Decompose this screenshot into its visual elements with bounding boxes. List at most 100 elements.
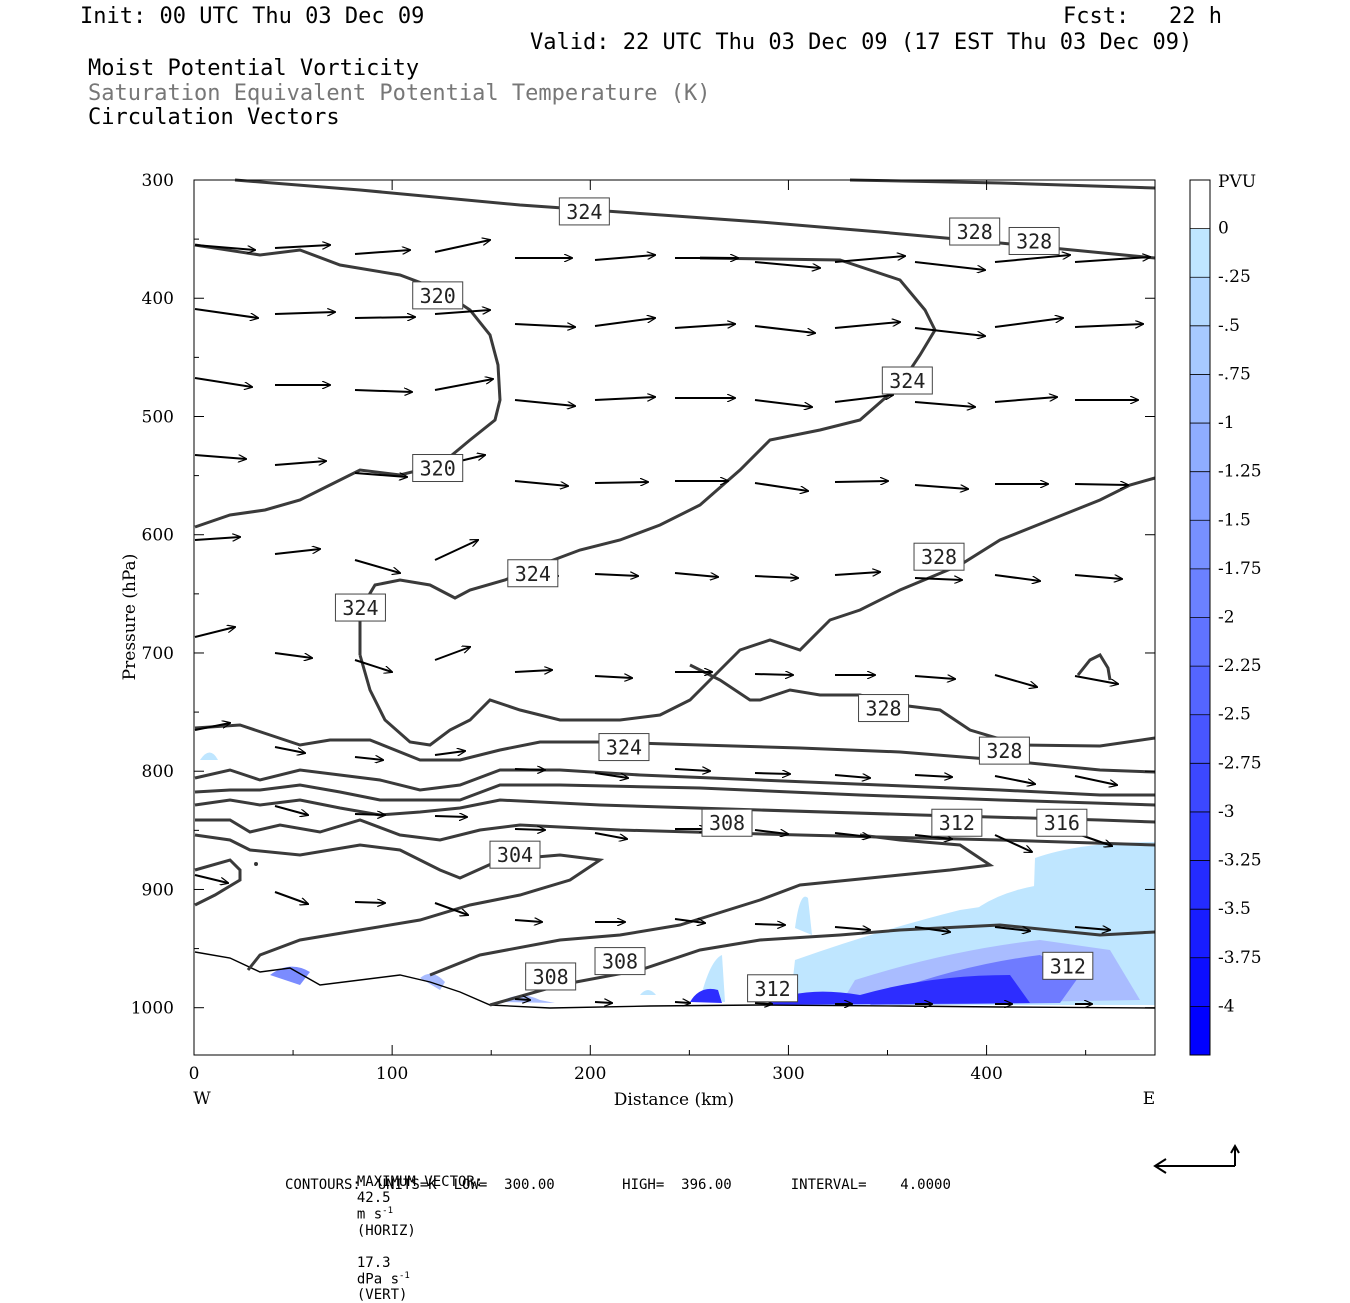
colorbar-label: -2 (1218, 608, 1235, 628)
contour-label-text: 328 (921, 545, 957, 569)
colorbar-band (1190, 909, 1210, 959)
colorbar-band (1190, 1006, 1210, 1056)
colorbar-band (1190, 763, 1210, 813)
vert-unit: dPa s (356, 1271, 400, 1288)
colorbar-band (1190, 714, 1210, 764)
colorbar-label: -.75 (1218, 364, 1251, 384)
y-tick-label: 900 (142, 880, 174, 900)
vert-exp: -1 (399, 1270, 410, 1281)
x-tick-label: 0 (189, 1064, 200, 1084)
colorbar-label: -2.25 (1218, 656, 1262, 676)
y-axis-label: Pressure (hPa) (120, 554, 140, 681)
y-tick-label: 500 (142, 407, 174, 427)
contours-info: CONTOURS: UNITS=K LOW= 300.00 HIGH= 396.… (285, 1177, 951, 1193)
colorbar-label: -1 (1218, 413, 1235, 433)
contour-label: 324 (598, 733, 650, 762)
contour-label: 328 (978, 736, 1030, 765)
x-tick-label: 400 (970, 1064, 1002, 1084)
contour-label: 324 (881, 366, 933, 395)
reference-vector-icon (1153, 1143, 1240, 1174)
colorbar-label: -3.25 (1218, 851, 1262, 871)
colorbar-band (1190, 811, 1210, 862)
contour-label: 304 (489, 840, 541, 869)
colorbar-band (1190, 471, 1210, 521)
contour-label: 328 (913, 542, 965, 571)
x-tick-label: 200 (574, 1064, 606, 1084)
contour-label: 308 (701, 808, 753, 837)
colorbar-label: -3.5 (1218, 899, 1251, 919)
contour-label: 328 (949, 217, 1001, 246)
x-axis-left-end-label: W (193, 1089, 211, 1109)
colorbar-label: -.5 (1218, 316, 1240, 336)
colorbar-label: -1.5 (1218, 510, 1251, 530)
contour-label: 324 (334, 593, 386, 622)
contour-label: 320 (412, 454, 464, 483)
contour-labels: 324 328 328 320 324 320 324 328 324 328 324 328 308 3… (334, 197, 1094, 1003)
forecast-hour: Fcst: 22 h (1063, 4, 1222, 29)
contour-label-text: 324 (566, 200, 602, 224)
colorbar-label: -2.75 (1218, 753, 1262, 773)
colorbar-label: -3.75 (1218, 948, 1262, 968)
colorbar-band (1190, 228, 1210, 278)
colorbar-band (1190, 617, 1210, 667)
y-tick-label: 400 (142, 289, 174, 309)
circulation-vectors (194, 240, 1150, 1004)
horiz-exp: -1 (382, 1206, 393, 1216)
plot-frame (193, 179, 1156, 1056)
contour-label-text: 308 (709, 811, 745, 835)
y-tick-label: 800 (142, 762, 174, 782)
contour-label: 308 (594, 947, 646, 976)
contour-label: 316 (1036, 808, 1088, 837)
colorbar-label: -.25 (1218, 267, 1251, 287)
contour-label-text: 324 (889, 369, 925, 393)
contour-label: 312 (747, 974, 799, 1003)
contour-label: 328 (1008, 226, 1060, 255)
y-tick-label: 1000 (131, 999, 174, 1019)
x-tick-label: 100 (376, 1064, 408, 1084)
colorbar-label: -3 (1218, 802, 1235, 822)
contour-label: 324 (507, 559, 559, 588)
colorbar-label: -1.25 (1218, 462, 1262, 482)
contour-label-text: 328 (865, 697, 901, 721)
y-tick-label: 600 (142, 526, 174, 546)
contour-label-text: 324 (342, 596, 378, 620)
horiz-tag: (HORIZ) (356, 1222, 416, 1239)
contour-label-text: 308 (533, 965, 569, 989)
contour-label: 328 (858, 694, 910, 723)
colorbar-label: 0 (1218, 219, 1229, 239)
field-title-pv: Moist Potential Vorticity (88, 56, 420, 81)
field-title-vectors: Circulation Vectors (88, 105, 340, 130)
terrain-line (194, 951, 1156, 1009)
colorbar-band (1190, 423, 1210, 473)
y-tick-label: 300 (142, 171, 174, 191)
x-axis: 0 100 200 300 400 (189, 180, 1087, 1084)
colorbar-band (1190, 957, 1210, 1007)
y-tick-label: 700 (142, 644, 174, 664)
contour-label-text: 316 (1044, 811, 1080, 835)
contour-label: 312 (1042, 951, 1094, 980)
colorbar-label: -2.5 (1218, 705, 1251, 725)
x-tick-label: 300 (772, 1064, 804, 1084)
field-title-theta: Saturation Equivalent Potential Temperat… (88, 81, 711, 106)
vert-tag: (VERT) (356, 1287, 408, 1303)
x-axis-right-end-label: E (1143, 1089, 1155, 1109)
colorbar-band (1190, 374, 1210, 424)
contour-label-text: 312 (1050, 954, 1086, 978)
contour-label: 324 (558, 197, 610, 226)
contour-label-text: 312 (755, 977, 791, 1001)
colorbar-band (1190, 520, 1210, 570)
max-vector-label: MAXIMUM VECTOR: (356, 1174, 484, 1190)
contour-label-text: 324 (515, 562, 551, 586)
contour-label: 308 (525, 962, 577, 991)
colorbar-units: PVU (1218, 172, 1256, 192)
contour-label-text: 320 (420, 457, 456, 481)
colorbar-band (1190, 568, 1210, 618)
contour-label: 320 (412, 281, 464, 310)
speck-dot (254, 862, 258, 866)
valid-time: Valid: 22 UTC Thu 03 Dec 09 (17 EST Thu … (530, 30, 1193, 55)
colorbar-label: -4 (1218, 996, 1235, 1016)
vert-value: 17.3 (356, 1254, 391, 1271)
contour-label-text: 328 (1016, 229, 1052, 253)
y-axis: 300 400 500 600 700 800 900 1000 (131, 171, 1155, 1019)
colorbar-band (1190, 277, 1210, 327)
